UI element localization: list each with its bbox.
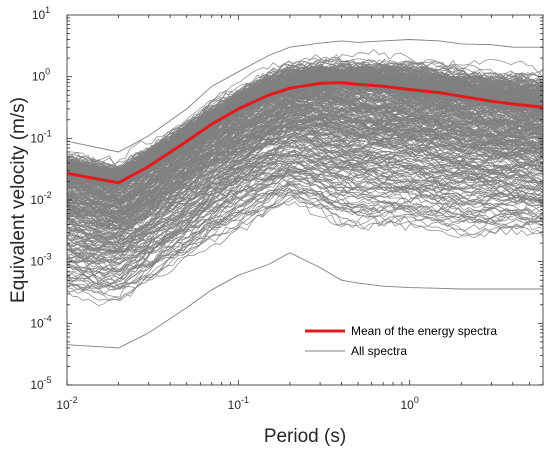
spectrum-line xyxy=(67,117,543,217)
y-axis-title: Equivalent velocity (m/s) xyxy=(8,97,29,303)
spectrum-line xyxy=(67,159,543,265)
spectrum-line xyxy=(67,152,543,254)
spectrum-line xyxy=(67,185,543,298)
spectrum-line xyxy=(67,197,543,307)
spectrum-line xyxy=(67,114,543,213)
spectrum-envelope-upper xyxy=(67,39,543,153)
spectrum-line xyxy=(67,91,543,192)
spectrum-line xyxy=(67,195,543,301)
spectrum-line xyxy=(67,177,543,275)
spectrum-line xyxy=(67,106,543,215)
mean-spectrum-line xyxy=(67,81,543,185)
spectrum-line xyxy=(67,62,543,175)
spectrum-line xyxy=(67,158,543,264)
spectrum-line xyxy=(67,168,543,280)
spectrum-line xyxy=(67,128,543,241)
spectrum-line xyxy=(67,191,543,291)
spectrum-line xyxy=(67,136,543,243)
spectrum-line xyxy=(67,170,543,276)
mean-spectrum-path xyxy=(67,81,543,185)
spectrum-line xyxy=(67,150,543,247)
y-tick-label: 10-1 xyxy=(30,128,51,145)
x-tick-label: 10-2 xyxy=(56,395,77,412)
spectrum-line xyxy=(67,95,543,203)
spectrum-line xyxy=(67,187,543,289)
spectrum-line xyxy=(67,126,543,238)
spectrum-line xyxy=(67,60,543,177)
spectrum-line xyxy=(67,113,543,212)
spectrum-line xyxy=(67,138,543,249)
y-tick-label: 10-3 xyxy=(30,252,51,269)
spectrum-line xyxy=(67,103,543,204)
x-tick-label: 100 xyxy=(400,395,418,412)
y-tick-label: 101 xyxy=(32,5,50,22)
y-tick-label: 10-2 xyxy=(30,190,51,207)
spectrum-line xyxy=(67,89,543,200)
spectrum-line xyxy=(67,48,543,167)
spectrum-line xyxy=(67,111,543,219)
spectrum-line xyxy=(67,149,543,257)
spectrum-line xyxy=(67,131,543,234)
spectrum-line xyxy=(67,117,543,225)
y-tick-label: 100 xyxy=(32,67,50,84)
legend: Mean of the energy spectra All spectra xyxy=(305,324,497,358)
x-axis-title: Period (s) xyxy=(264,426,346,447)
spectrum-line xyxy=(67,135,543,236)
spectrum-line xyxy=(67,106,543,218)
spectrum-line xyxy=(67,77,543,187)
x-tick-label: 10-1 xyxy=(228,395,249,412)
legend-label-all: All spectra xyxy=(351,344,407,358)
spectrum-line xyxy=(67,144,543,252)
spectrum-line xyxy=(67,181,543,289)
y-tick-label: 10-5 xyxy=(30,375,51,392)
spectrum-line xyxy=(67,116,543,227)
spectrum-line xyxy=(67,63,543,176)
spectrum-line xyxy=(67,201,543,293)
spectrum-line xyxy=(67,101,543,212)
plot-area xyxy=(67,39,543,349)
spectrum-line xyxy=(67,95,543,207)
spectrum-line xyxy=(67,160,543,260)
spectrum-line xyxy=(67,149,543,254)
legend-label-mean: Mean of the energy spectra xyxy=(351,324,497,338)
spectrum-line xyxy=(67,183,543,291)
spectrum-line xyxy=(67,58,543,173)
spectrum-line xyxy=(67,68,543,182)
x-axis-ticks: 10-2 10-1 100 xyxy=(56,15,544,412)
y-tick-label: 10-4 xyxy=(30,313,51,330)
spectrum-line xyxy=(67,160,543,261)
y-axis-ticks: 10-5 10-4 10-3 10-2 10-1 100 101 xyxy=(30,5,543,392)
spectrum-line xyxy=(67,123,543,228)
spectrum-line xyxy=(67,110,543,216)
spectrum-line xyxy=(67,69,543,179)
spectrum-line xyxy=(67,120,543,218)
spectrum-line xyxy=(67,168,543,264)
spectrum-line xyxy=(67,118,543,230)
spectrum-envelope-lower xyxy=(67,252,543,349)
spectrum-line xyxy=(67,174,543,273)
spectrum-line xyxy=(67,194,543,302)
spectrum-line xyxy=(67,143,543,254)
spectrum-line xyxy=(67,62,543,181)
spectrum-line xyxy=(67,191,543,282)
